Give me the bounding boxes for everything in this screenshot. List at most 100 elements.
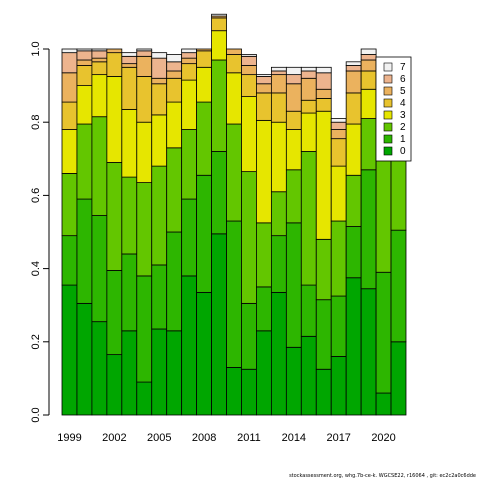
bar-segment-2012-age-2: [256, 222, 272, 288]
bar-segment-2007-age-7: [181, 48, 198, 54]
bar-segment-2008-age-3: [196, 66, 212, 103]
bar-segment-2001-age-6: [91, 50, 108, 59]
bar-segment-2005-age-5: [151, 77, 168, 85]
legend-swatch-5: [383, 86, 393, 96]
bar-segment-2004-age-4: [136, 76, 153, 123]
legend-label-2: 2: [400, 122, 406, 133]
y-tick-label: 0.0: [30, 407, 42, 422]
bar-segment-2003-age-5: [121, 63, 138, 68]
bar-segment-1999-age-3: [61, 129, 78, 174]
bar-segment-2008-age-5: [196, 48, 212, 52]
bar-segment-2017-age-6: [330, 121, 347, 130]
x-tick-label: 1999: [57, 432, 81, 444]
bar-segment-2013-age-7: [270, 66, 287, 72]
bar-segment-2017-age-5: [330, 129, 347, 140]
bar-segment-2011-age-0: [241, 368, 257, 416]
bar-segment-2011-age-7: [241, 54, 257, 57]
bar-segment-2003-age-1: [121, 253, 138, 332]
bar-segment-2010-age-5: [226, 48, 242, 55]
bar-segment-2005-age-3: [151, 114, 168, 167]
bar-segment-2010-age-3: [226, 72, 242, 125]
bar-segment-2019-age-4: [360, 70, 377, 90]
bar-segment-2014-age-1: [285, 222, 302, 348]
bar-segment-2015-age-3: [300, 112, 317, 152]
y-tick-label: 0.2: [30, 334, 42, 349]
bar-segment-2000-age-4: [76, 65, 93, 87]
x-tick-label: 2011: [237, 432, 261, 444]
bar-segment-2000-age-2: [76, 123, 93, 200]
bar-segment-2011-age-6: [241, 55, 257, 66]
bar-segment-2006-age-3: [166, 101, 183, 149]
bar-segment-1999-age-5: [61, 72, 78, 103]
bar-segment-2015-age-4: [300, 99, 317, 114]
bar-segment-2003-age-2: [121, 176, 138, 255]
bar-segment-2017-age-0: [330, 356, 347, 416]
bar-segment-2020-age-2: [375, 158, 392, 273]
bar-segment-2007-age-2: [181, 129, 198, 200]
bars-layer: [61, 13, 407, 416]
bar-segment-2016-age-6: [315, 72, 332, 90]
bar-segment-2013-age-3: [270, 121, 287, 193]
bar-segment-2003-age-4: [121, 66, 138, 110]
bar-segment-2015-age-6: [300, 70, 317, 79]
bar-segment-2009-age-7: [211, 13, 227, 17]
bar-segment-2016-age-7: [315, 66, 332, 74]
bar-segment-1999-age-7: [61, 48, 78, 54]
bar-segment-2012-age-0: [256, 330, 272, 416]
bar-segment-2006-age-7: [166, 54, 183, 63]
y-tick-label: 1.0: [30, 41, 42, 56]
bar-segment-2018-age-3: [345, 123, 362, 176]
bar-segment-2018-age-2: [345, 174, 362, 227]
bar-segment-1999-age-6: [61, 52, 78, 74]
bar-segment-2005-age-4: [151, 83, 168, 116]
bar-segment-2009-age-2: [211, 59, 227, 152]
bar-segment-2015-age-5: [300, 77, 317, 101]
bar-segment-2003-age-7: [121, 52, 138, 57]
bar-segment-2014-age-6: [285, 74, 302, 85]
bar-segment-2009-age-4: [211, 17, 227, 32]
bar-segment-2012-age-4: [256, 92, 272, 121]
bar-segment-2000-age-1: [76, 198, 93, 304]
bar-segment-2012-age-5: [256, 83, 272, 94]
bar-segment-2012-age-7: [256, 74, 272, 77]
bar-segment-2002-age-0: [106, 354, 123, 416]
bar-segment-2004-age-7: [136, 48, 153, 52]
bar-segment-2019-age-7: [360, 48, 377, 55]
bar-segment-2020-age-0: [375, 392, 392, 416]
bar-segment-2009-age-1: [211, 151, 227, 235]
bar-segment-2013-age-2: [270, 191, 287, 237]
bar-segment-2014-age-2: [285, 169, 302, 224]
bar-segment-2011-age-2: [241, 171, 257, 304]
x-tick-label: 2017: [326, 432, 350, 444]
bar-segment-2014-age-4: [285, 110, 302, 130]
bar-segment-2007-age-0: [181, 275, 198, 416]
bar-segment-2011-age-3: [241, 96, 257, 173]
bar-segment-2010-age-4: [226, 54, 242, 74]
y-tick-label: 0.4: [30, 261, 42, 276]
bar-segment-2006-age-4: [166, 77, 183, 103]
bar-segment-2018-age-4: [345, 92, 362, 125]
bar-segment-2017-age-3: [330, 165, 347, 222]
bar-segment-2016-age-0: [315, 368, 332, 416]
bar-segment-2001-age-7: [91, 48, 108, 52]
bar-segment-2001-age-3: [91, 74, 108, 118]
bar-segment-2019-age-0: [360, 288, 377, 416]
y-tick-label: 0.6: [30, 188, 42, 203]
legend-swatch-4: [383, 98, 393, 108]
bar-segment-2001-age-0: [91, 321, 108, 416]
bar-segment-2014-age-3: [285, 129, 302, 171]
bar-segment-2003-age-6: [121, 55, 138, 65]
bar-segment-2005-age-0: [151, 328, 168, 416]
bar-segment-2010-age-1: [226, 220, 242, 368]
legend-label-1: 1: [400, 134, 406, 145]
legend-box: [375, 56, 412, 162]
bar-segment-2007-age-5: [181, 57, 198, 65]
bar-segment-2000-age-3: [76, 85, 93, 125]
x-tick-label: 2020: [371, 432, 395, 444]
bar-segment-2016-age-1: [315, 299, 332, 370]
bar-segment-2013-age-6: [270, 70, 287, 76]
bar-segment-2004-age-2: [136, 182, 153, 277]
bar-segment-2016-age-3: [315, 110, 332, 240]
bar-segment-2000-age-7: [76, 48, 93, 52]
x-tick-label: 2014: [282, 432, 306, 444]
